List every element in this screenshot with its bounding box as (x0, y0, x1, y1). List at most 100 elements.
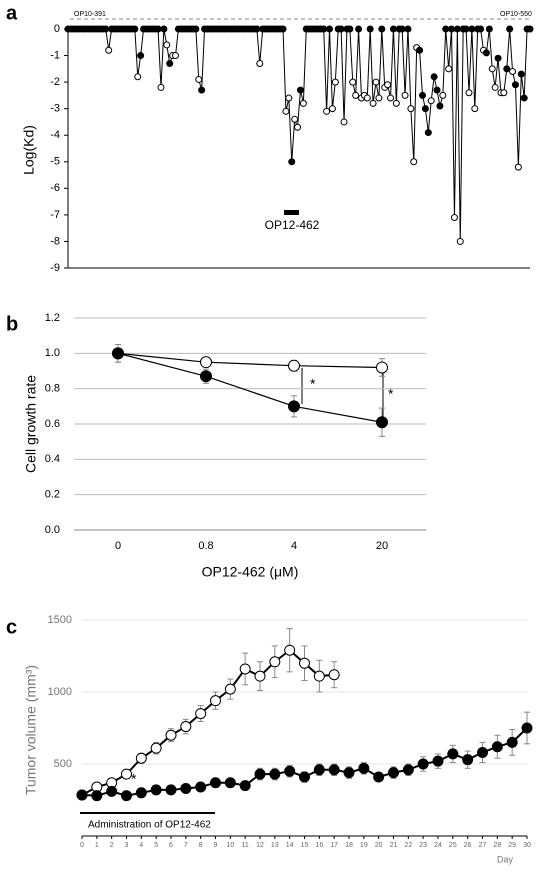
data-point (485, 25, 493, 33)
data-point (456, 237, 464, 245)
annotation: Administration of OP12-462 (88, 820, 211, 831)
data-point (509, 67, 517, 75)
x-tick-label: 3 (125, 842, 129, 849)
data-point (439, 91, 447, 99)
y-tick-label: -8 (50, 235, 60, 247)
x-tick-label: 8 (199, 842, 203, 849)
data-point (477, 746, 488, 758)
data-point (135, 787, 147, 799)
annotation: OP10-550 (500, 11, 532, 18)
data-point (355, 25, 363, 33)
y-tick-label: 1.0 (45, 347, 60, 359)
x-tick-label: 2 (110, 842, 114, 849)
data-point (448, 25, 456, 33)
y-tick-label: -7 (50, 209, 60, 221)
data-point (424, 129, 432, 137)
x-tick-label: 12 (256, 842, 264, 849)
data-point (137, 52, 145, 60)
y-axis-label: Cell growth rate (23, 375, 39, 473)
data-point (432, 755, 444, 767)
data-point (517, 70, 525, 78)
data-point (506, 25, 514, 33)
y-tick-label: 0 (54, 23, 60, 35)
series-line (117, 352, 383, 423)
data-point (224, 777, 236, 789)
x-tick-label: 26 (464, 842, 472, 849)
x-tick-label: 6 (169, 842, 173, 849)
x-tick-label: 19 (360, 842, 368, 849)
data-point (134, 73, 142, 81)
data-point (166, 60, 174, 68)
x-tick-label: 17 (330, 842, 338, 849)
data-point (323, 107, 331, 115)
x-tick-label: 7 (184, 842, 188, 849)
data-point (468, 25, 476, 33)
data-point (447, 748, 459, 760)
data-point (404, 25, 412, 33)
data-point (195, 781, 207, 793)
y-tick-label: 0.2 (45, 489, 60, 501)
annotation: * (131, 771, 137, 787)
data-point (102, 25, 110, 33)
data-point (320, 25, 328, 33)
y-tick-label: -9 (50, 262, 60, 274)
data-point (288, 400, 300, 413)
data-point (288, 158, 296, 166)
panel-label: b (6, 313, 18, 335)
data-point (369, 99, 377, 107)
data-point (477, 25, 485, 33)
data-point (198, 86, 206, 94)
data-point (165, 784, 177, 796)
data-point (239, 663, 251, 675)
series-line (117, 352, 383, 369)
x-axis-label: Day (497, 854, 514, 864)
data-point (450, 214, 458, 222)
data-point (105, 46, 113, 54)
annotation: * (388, 386, 394, 402)
x-tick-label: 23 (419, 842, 427, 849)
data-point (279, 25, 287, 33)
data-point (398, 25, 406, 33)
data-point (269, 656, 281, 668)
data-point (346, 25, 354, 33)
data-point (172, 52, 180, 60)
y-tick-label: 0.0 (45, 524, 60, 536)
data-point (376, 361, 388, 374)
data-point (269, 768, 281, 780)
x-tick-label: 9 (214, 842, 218, 849)
data-point (340, 118, 348, 126)
data-point (331, 78, 339, 86)
data-point (200, 370, 212, 383)
y-tick-label: 1500 (48, 614, 72, 626)
data-point (462, 754, 474, 766)
data-point (131, 25, 139, 33)
data-point (526, 25, 534, 33)
annotation: OP12-462 (265, 218, 320, 232)
data-point (154, 25, 162, 33)
data-point (326, 25, 334, 33)
y-tick-label: -6 (50, 182, 60, 194)
data-point (500, 89, 508, 97)
data-point (430, 73, 438, 81)
data-point (135, 752, 147, 764)
data-point (378, 25, 386, 33)
data-point (200, 356, 212, 369)
data-point (296, 86, 304, 94)
data-point (313, 670, 325, 682)
data-point (150, 784, 162, 796)
data-point (180, 782, 192, 794)
data-point (313, 764, 325, 776)
data-point (488, 65, 496, 73)
data-point (442, 25, 450, 33)
data-point (299, 771, 310, 783)
data-point (465, 89, 473, 97)
y-axis-label: Log(Kd) (21, 125, 37, 175)
data-point (421, 105, 429, 113)
data-point (511, 81, 519, 89)
data-point (291, 115, 299, 123)
data-point (288, 359, 300, 372)
y-tick-label: -3 (50, 103, 60, 115)
data-point (503, 65, 511, 73)
data-point (366, 25, 374, 33)
